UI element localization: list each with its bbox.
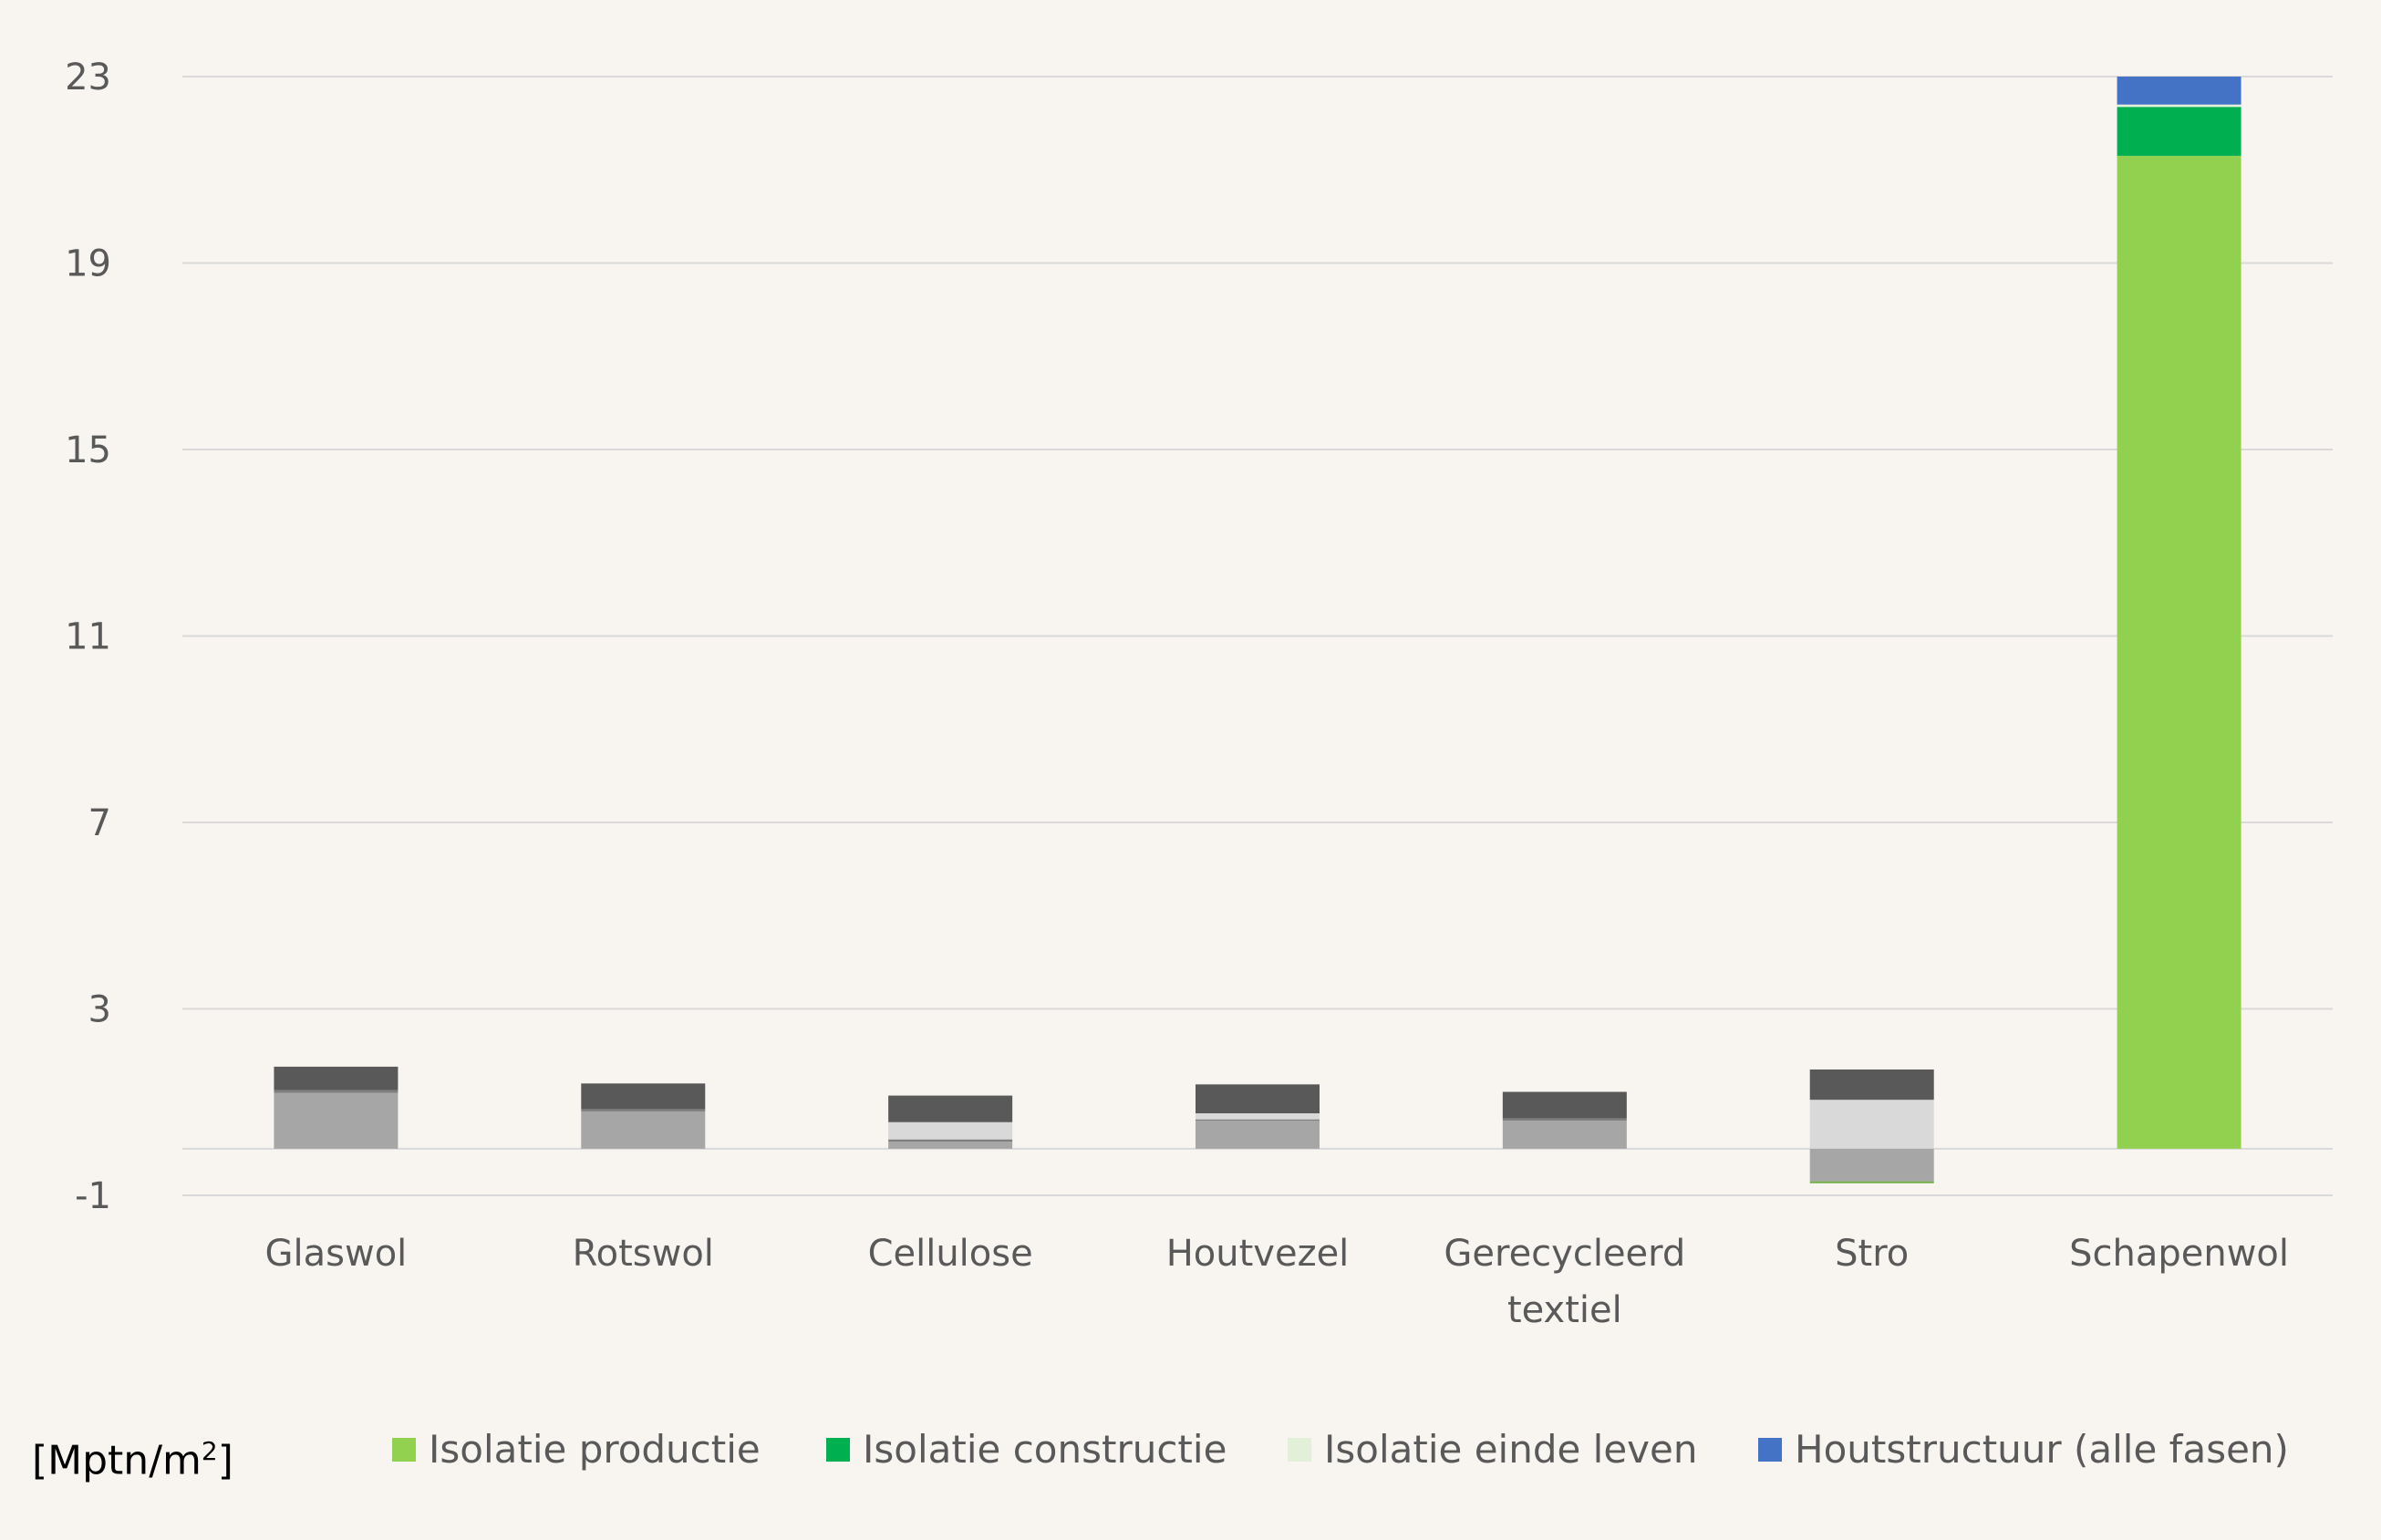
bar-segment: [1502, 1118, 1627, 1121]
legend-label: Isolatie constructie: [863, 1427, 1227, 1472]
bar-segment: [581, 1083, 706, 1110]
stacked-bar-chart: -1 3 7 11 15 19 23 Glaswol Rotswol Cellulose Houtv…: [65, 57, 2333, 1331]
bar-segment: [1502, 1121, 1627, 1149]
category-label: Gerecycleerd: [1444, 1233, 1685, 1275]
legend-swatch-houtstructuur: [1758, 1437, 1782, 1462]
y-tick-label: 19: [65, 243, 111, 285]
y-tick-label: -1: [75, 1175, 111, 1217]
bar-segment: [888, 1142, 1013, 1149]
legend-item-isolatie-constructie: Isolatie constructie: [826, 1427, 1227, 1472]
y-tick-label: 23: [65, 57, 111, 98]
bar-segment: [581, 1109, 706, 1111]
category-label: Glaswol: [265, 1233, 408, 1275]
legend-label: Houtstructuur (alle fasen): [1795, 1427, 2289, 1472]
bar-segment: [1809, 1181, 1934, 1183]
y-tick-label: 3: [88, 989, 111, 1031]
bar-segment: [888, 1139, 1013, 1142]
bar-segment: [1196, 1113, 1320, 1120]
legend-label: Isolatie einde leven: [1324, 1427, 1698, 1472]
bar-segment: [1809, 1100, 1934, 1149]
bar-segment: [1502, 1091, 1627, 1119]
bar-segment: [1809, 1148, 1934, 1182]
category-label: Cellulose: [868, 1233, 1033, 1275]
bar-segment: [274, 1090, 399, 1093]
category-label: textiel: [1507, 1289, 1622, 1331]
bar-segment: [2117, 104, 2241, 108]
bar-segment: [2117, 107, 2241, 156]
legend-swatch-isolatie-einde-leven: [1288, 1437, 1311, 1462]
bar-segment: [274, 1066, 399, 1090]
category-label: Stro: [1835, 1233, 1909, 1275]
y-tick-label: 15: [65, 429, 111, 471]
bar-segment: [1196, 1084, 1320, 1114]
bar-segment: [581, 1111, 706, 1149]
legend-swatch-isolatie-constructie: [826, 1437, 850, 1462]
category-label: Rotswol: [573, 1233, 714, 1275]
legend-item-isolatie-productie: Isolatie productie: [392, 1427, 761, 1472]
legend-swatch-isolatie-productie: [392, 1437, 416, 1462]
bar-segment: [1196, 1121, 1320, 1149]
bar-segment: [888, 1121, 1013, 1140]
legend-label: Isolatie productie: [429, 1427, 761, 1472]
y-tick-label: 11: [65, 616, 111, 658]
bar-segment: [2117, 155, 2241, 1149]
category-label: Schapenwol: [2069, 1233, 2289, 1275]
legend-item-isolatie-einde-leven: Isolatie einde leven: [1288, 1427, 1698, 1472]
bar-segment: [2117, 77, 2241, 105]
bar-segment: [274, 1092, 399, 1149]
bar-segment: [1809, 1069, 1934, 1101]
y-tick-label: 7: [88, 802, 111, 844]
category-label: Houtvezel: [1166, 1233, 1350, 1275]
unit-label: [Mptn/m2]: [32, 1436, 233, 1484]
legend-item-houtstructuur: Houtstructuur (alle fasen): [1758, 1427, 2289, 1472]
bar-segment: [1196, 1119, 1320, 1121]
bar-segment: [888, 1095, 1013, 1122]
